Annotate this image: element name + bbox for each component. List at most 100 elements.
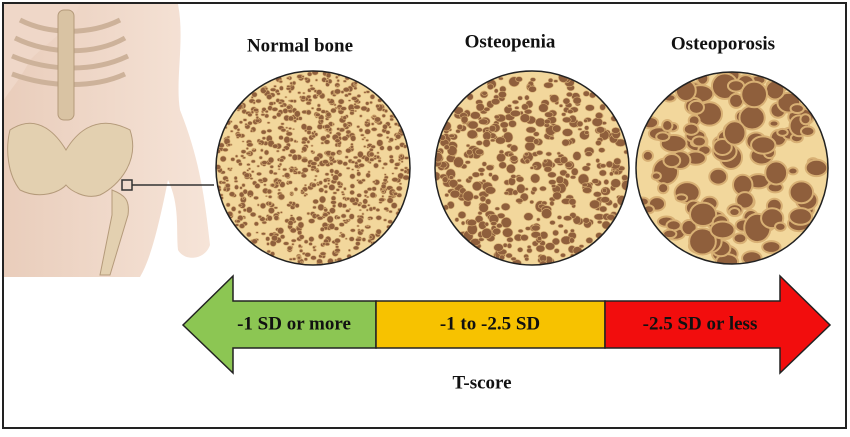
- pore: [387, 219, 393, 224]
- pore: [308, 218, 316, 224]
- pore: [367, 170, 371, 174]
- pore: [578, 244, 585, 249]
- pore: [221, 180, 227, 185]
- pore: [563, 229, 569, 235]
- pore: [269, 87, 277, 92]
- pore: [688, 201, 718, 228]
- pore: [361, 204, 368, 209]
- pore: [350, 134, 357, 142]
- pore: [444, 192, 450, 198]
- pore: [517, 228, 524, 234]
- pore: [297, 91, 302, 95]
- pore: [343, 186, 347, 191]
- pore: [491, 174, 500, 182]
- pore: [568, 198, 577, 206]
- pore: [341, 193, 346, 196]
- pore: [531, 224, 541, 232]
- pore: [277, 227, 285, 235]
- pore: [363, 194, 368, 198]
- pore: [273, 206, 279, 210]
- pore: [493, 88, 499, 94]
- pore: [316, 216, 324, 221]
- pore: [365, 101, 370, 106]
- pore: [498, 161, 507, 169]
- pore: [279, 211, 283, 214]
- pore: [381, 113, 386, 118]
- pore: [325, 111, 332, 118]
- pore: [369, 157, 375, 162]
- pore: [641, 149, 654, 162]
- pore: [563, 215, 573, 222]
- pore: [544, 242, 556, 251]
- pore: [475, 102, 485, 112]
- pore: [584, 130, 590, 135]
- pore: [236, 128, 241, 132]
- pore: [531, 186, 538, 193]
- pore: [585, 162, 592, 167]
- pore: [258, 142, 262, 145]
- pore: [309, 84, 314, 88]
- pore: [596, 126, 606, 134]
- pore: [804, 158, 828, 178]
- pore: [312, 248, 317, 252]
- pore: [549, 220, 556, 226]
- pore: [249, 211, 257, 218]
- pore: [502, 227, 514, 238]
- pore: [310, 106, 315, 110]
- bone-outline: [434, 70, 630, 266]
- pore: [502, 242, 508, 248]
- pore: [317, 233, 325, 240]
- pore: [776, 127, 789, 137]
- pore: [582, 90, 590, 97]
- pore: [479, 195, 487, 203]
- pore: [388, 209, 393, 214]
- pore: [372, 180, 377, 184]
- pore: [585, 237, 594, 244]
- pore: [507, 104, 512, 108]
- pore: [259, 202, 267, 209]
- pore: [472, 194, 480, 200]
- pore: [342, 161, 349, 167]
- pore: [332, 122, 335, 126]
- pore: [225, 178, 230, 183]
- pore: [289, 214, 294, 217]
- pore: [382, 177, 388, 183]
- pore: [382, 162, 388, 166]
- pore: [252, 101, 256, 105]
- pore: [285, 131, 293, 137]
- pore: [246, 231, 252, 238]
- pore: [285, 126, 289, 129]
- pore: [469, 111, 481, 120]
- pore: [325, 133, 331, 139]
- pore: [286, 245, 293, 251]
- pore: [488, 172, 493, 177]
- pore: [297, 230, 303, 236]
- pore: [381, 166, 385, 170]
- pore: [682, 122, 700, 136]
- pore: [389, 114, 394, 119]
- pore: [392, 191, 399, 196]
- pore: [562, 116, 572, 124]
- pore: [349, 196, 356, 204]
- pore: [768, 119, 780, 128]
- pore: [722, 120, 747, 146]
- pore: [289, 99, 295, 103]
- pore: [300, 123, 308, 131]
- pore: [254, 113, 259, 117]
- pore: [494, 206, 500, 211]
- pore: [325, 79, 329, 83]
- pore: [243, 216, 247, 220]
- pore: [245, 206, 253, 214]
- pore: [245, 147, 249, 151]
- pore: [367, 203, 371, 207]
- pore: [482, 138, 491, 148]
- pore: [238, 203, 243, 208]
- pore: [478, 202, 489, 213]
- pore: [247, 120, 253, 126]
- pore: [486, 83, 494, 90]
- pore: [460, 220, 466, 226]
- pore: [297, 244, 302, 248]
- pore: [395, 133, 402, 140]
- pore: [250, 159, 256, 164]
- pore: [333, 169, 340, 175]
